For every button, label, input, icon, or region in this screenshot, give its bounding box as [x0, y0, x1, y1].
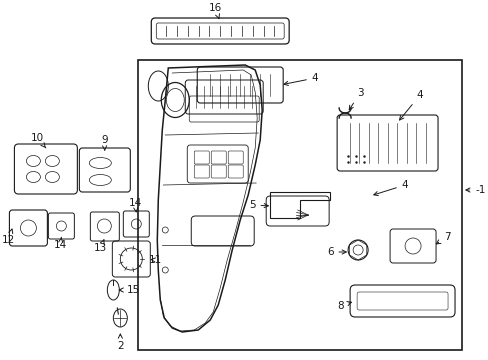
Text: 5: 5: [248, 200, 268, 210]
Text: 4: 4: [373, 180, 407, 195]
Text: 15: 15: [119, 285, 140, 295]
Text: 14: 14: [128, 198, 142, 212]
Text: 9: 9: [101, 135, 107, 150]
Text: 4: 4: [399, 90, 423, 120]
Text: 10: 10: [31, 133, 46, 148]
Text: 2: 2: [117, 334, 123, 351]
Text: 11: 11: [148, 255, 162, 265]
Text: 6: 6: [326, 247, 346, 257]
Text: 14: 14: [54, 237, 67, 250]
Text: 3: 3: [348, 88, 363, 110]
Text: -1: -1: [465, 185, 485, 195]
FancyBboxPatch shape: [151, 18, 288, 44]
Text: 16: 16: [208, 3, 222, 19]
Text: 13: 13: [94, 240, 107, 253]
Text: 8: 8: [336, 301, 351, 311]
Text: 12: 12: [2, 229, 15, 245]
Bar: [138, 60, 461, 350]
Text: 4: 4: [284, 73, 318, 85]
Text: 7: 7: [435, 232, 449, 244]
